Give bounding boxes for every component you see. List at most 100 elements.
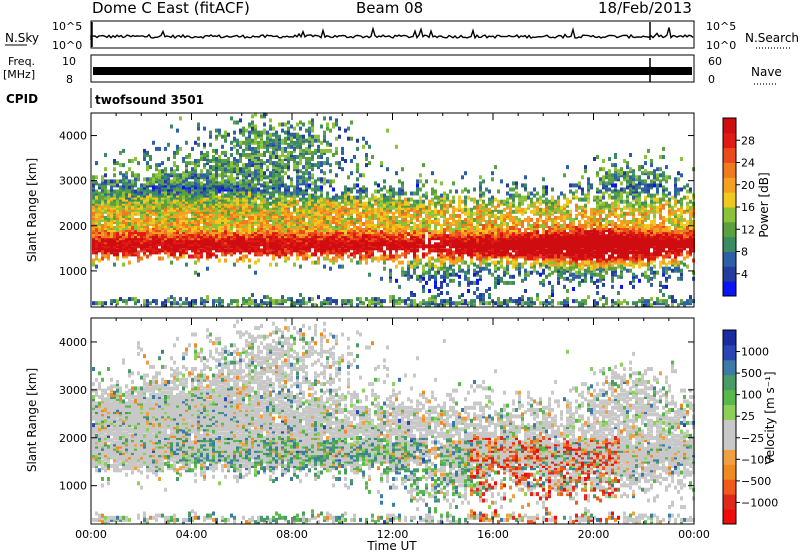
- power-cell: [407, 260, 410, 265]
- power-cell: [305, 146, 308, 151]
- power-cell: [308, 240, 311, 245]
- power-cell: [422, 234, 425, 239]
- power-cell: [110, 187, 113, 192]
- power-cell: [248, 173, 251, 178]
- power-cell: [368, 199, 371, 204]
- power-cell: [401, 234, 404, 239]
- power-cell: [302, 153, 305, 157]
- power-cell: [437, 209, 440, 214]
- power-cell: [242, 220, 245, 224]
- power-cell: [386, 222, 389, 226]
- power-cell: [158, 189, 161, 194]
- power-cell: [197, 126, 200, 131]
- power-cell: [419, 195, 422, 200]
- power-cell: [260, 167, 263, 172]
- power-cell: [218, 226, 221, 230]
- power-cell: [407, 266, 410, 271]
- power-cell: [200, 301, 203, 306]
- power-cell: [347, 175, 350, 180]
- power-cell: [137, 161, 140, 166]
- power-cell: [266, 240, 269, 245]
- power-cell: [347, 228, 350, 233]
- power-cell: [455, 272, 458, 277]
- power-cell: [302, 148, 305, 153]
- power-cell: [344, 220, 347, 224]
- power-cell: [470, 226, 473, 230]
- power-cell: [428, 274, 431, 279]
- power-cell: [317, 205, 320, 210]
- power-cell: [308, 130, 311, 135]
- power-cell: [377, 248, 380, 253]
- power-cell: [167, 142, 170, 147]
- power-cell: [176, 179, 179, 184]
- power-cell: [407, 201, 410, 206]
- power-cell: [134, 248, 137, 253]
- power-cell: [407, 303, 410, 308]
- power-cell: [302, 122, 305, 127]
- power-cell: [251, 228, 254, 233]
- power-cell: [305, 222, 308, 226]
- power-cell: [359, 187, 362, 192]
- power-cell: [314, 134, 317, 139]
- power-cell: [149, 207, 152, 212]
- power-cell: [134, 177, 137, 182]
- power-cell: [278, 207, 281, 212]
- power-cell: [323, 220, 326, 224]
- power-cell: [431, 262, 434, 267]
- power-cell: [299, 293, 302, 297]
- power-cell: [254, 303, 257, 308]
- power-cell: [323, 148, 326, 153]
- power-cell: [179, 234, 182, 239]
- power-cell: [437, 236, 440, 241]
- power-cell: [122, 177, 125, 182]
- power-cell: [431, 187, 434, 192]
- power-cell: [341, 256, 344, 261]
- power-cell: [314, 138, 317, 143]
- power-cell: [290, 181, 293, 186]
- power-cell: [314, 163, 317, 168]
- power-cell: [479, 185, 482, 190]
- power-cell: [440, 193, 443, 198]
- power-cell: [446, 301, 449, 306]
- power-cell: [290, 220, 293, 224]
- power-cell: [371, 301, 374, 306]
- power-cell: [122, 228, 125, 233]
- power-cell: [218, 161, 221, 166]
- power-cell: [458, 280, 461, 285]
- power-cell: [173, 228, 176, 233]
- power-cell: [470, 280, 473, 285]
- power-cell: [176, 234, 179, 239]
- power-cell: [272, 132, 275, 137]
- power-cell: [173, 222, 176, 226]
- power-cell: [281, 161, 284, 166]
- power-cell: [296, 144, 299, 149]
- power-cell: [158, 175, 161, 180]
- power-cell: [440, 213, 443, 218]
- power-cell: [224, 199, 227, 204]
- power-cell: [338, 213, 341, 218]
- power-cell: [185, 228, 188, 233]
- power-cell: [233, 181, 236, 186]
- power-cell: [284, 213, 287, 218]
- power-cell: [455, 234, 458, 239]
- power-cell: [164, 207, 167, 212]
- power-cell: [302, 199, 305, 204]
- power-cell: [239, 187, 242, 192]
- power-cell: [236, 197, 239, 202]
- power-cell: [416, 183, 419, 188]
- power-cell: [464, 248, 467, 253]
- power-cell: [206, 222, 209, 226]
- power-cell: [434, 234, 437, 239]
- power-cell: [248, 264, 251, 269]
- power-cell: [395, 264, 398, 269]
- power-cell: [431, 236, 434, 241]
- power-cell: [113, 173, 116, 178]
- power-cell: [272, 161, 275, 166]
- power-cell: [251, 299, 254, 304]
- power-cell: [125, 299, 128, 304]
- power-cell: [254, 299, 257, 304]
- power-cell: [458, 226, 461, 230]
- power-cell: [377, 234, 380, 239]
- power-cell: [446, 266, 449, 271]
- power-cell: [149, 193, 152, 198]
